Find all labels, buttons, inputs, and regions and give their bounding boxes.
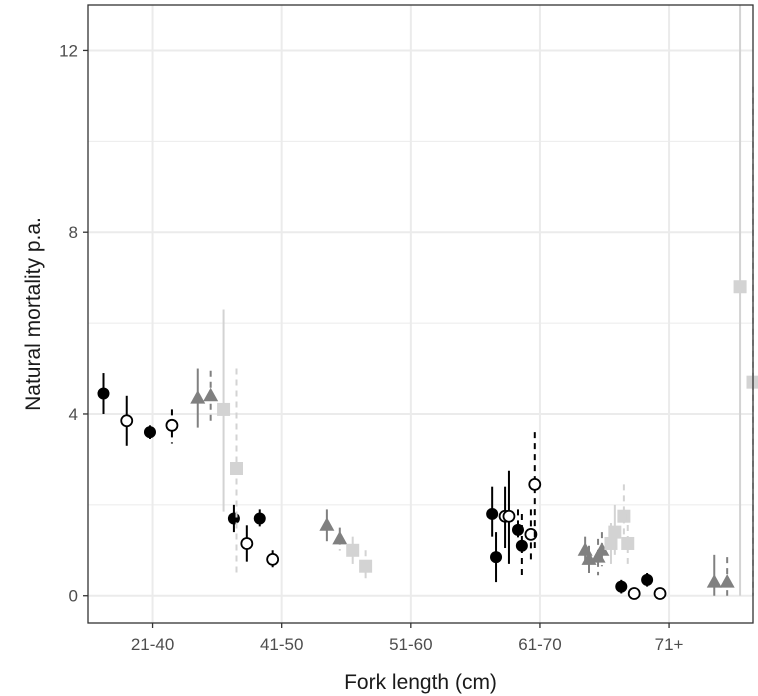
point-marker	[332, 530, 348, 545]
x-tick-label: 71+	[655, 635, 684, 654]
series-dark_grey-triangle-dashed	[203, 370, 735, 596]
point-marker	[515, 539, 528, 552]
y-axis-title: Natural mortality p.a.	[22, 217, 45, 411]
point-marker	[229, 462, 243, 475]
y-tick-label: 12	[59, 41, 78, 60]
point-marker	[486, 507, 499, 520]
y-tick-label: 8	[69, 223, 78, 242]
point-marker	[502, 509, 516, 523]
point-marker	[608, 525, 622, 539]
point-marker	[266, 552, 280, 566]
series-black-filled-circle-dashed	[253, 509, 654, 587]
point-marker	[227, 512, 240, 525]
series-black-filled-circle-solid	[97, 373, 628, 594]
grid-lines	[88, 5, 753, 623]
axes: 0 4 8 12 21-40 41-50 51-60 61-70 71+	[59, 41, 683, 654]
x-tick-label: 61-70	[518, 635, 561, 654]
point-marker	[719, 574, 735, 588]
point-marker	[706, 574, 722, 588]
x-tick-label: 21-40	[131, 635, 174, 654]
x-tick-label: 41-50	[260, 635, 303, 654]
point-marker	[240, 537, 254, 550]
series-black-open-circle-dashed	[165, 409, 667, 600]
point-marker	[621, 536, 635, 550]
y-tick-label: 4	[69, 405, 78, 424]
series-light_grey-square-solid	[217, 5, 747, 596]
x-axis-title: Fork length (cm)	[344, 671, 497, 694]
point-marker	[594, 542, 610, 556]
point-marker	[733, 280, 747, 294]
point-marker	[615, 580, 628, 593]
point-marker	[120, 414, 134, 428]
point-marker	[746, 375, 758, 389]
point-marker	[253, 512, 266, 525]
point-marker	[524, 527, 538, 541]
point-marker	[653, 587, 667, 600]
point-marker	[641, 573, 654, 586]
series-dark_grey-triangle-solid	[190, 368, 722, 596]
point-marker	[359, 559, 373, 573]
point-marker	[217, 402, 231, 416]
point-marker	[346, 543, 360, 557]
point-marker	[97, 387, 110, 400]
point-marker	[165, 418, 179, 432]
plot-panel-border	[87, 4, 754, 624]
point-marker	[203, 387, 219, 402]
point-marker	[627, 587, 641, 600]
x-tick-label: 51-60	[389, 635, 432, 654]
series-black-open-circle-solid	[120, 395, 641, 600]
point-marker	[490, 551, 503, 564]
point-marker	[143, 426, 156, 439]
point-marker	[190, 390, 206, 404]
point-marker	[319, 517, 335, 531]
point-marker	[528, 478, 542, 491]
y-tick-label: 0	[69, 587, 78, 606]
